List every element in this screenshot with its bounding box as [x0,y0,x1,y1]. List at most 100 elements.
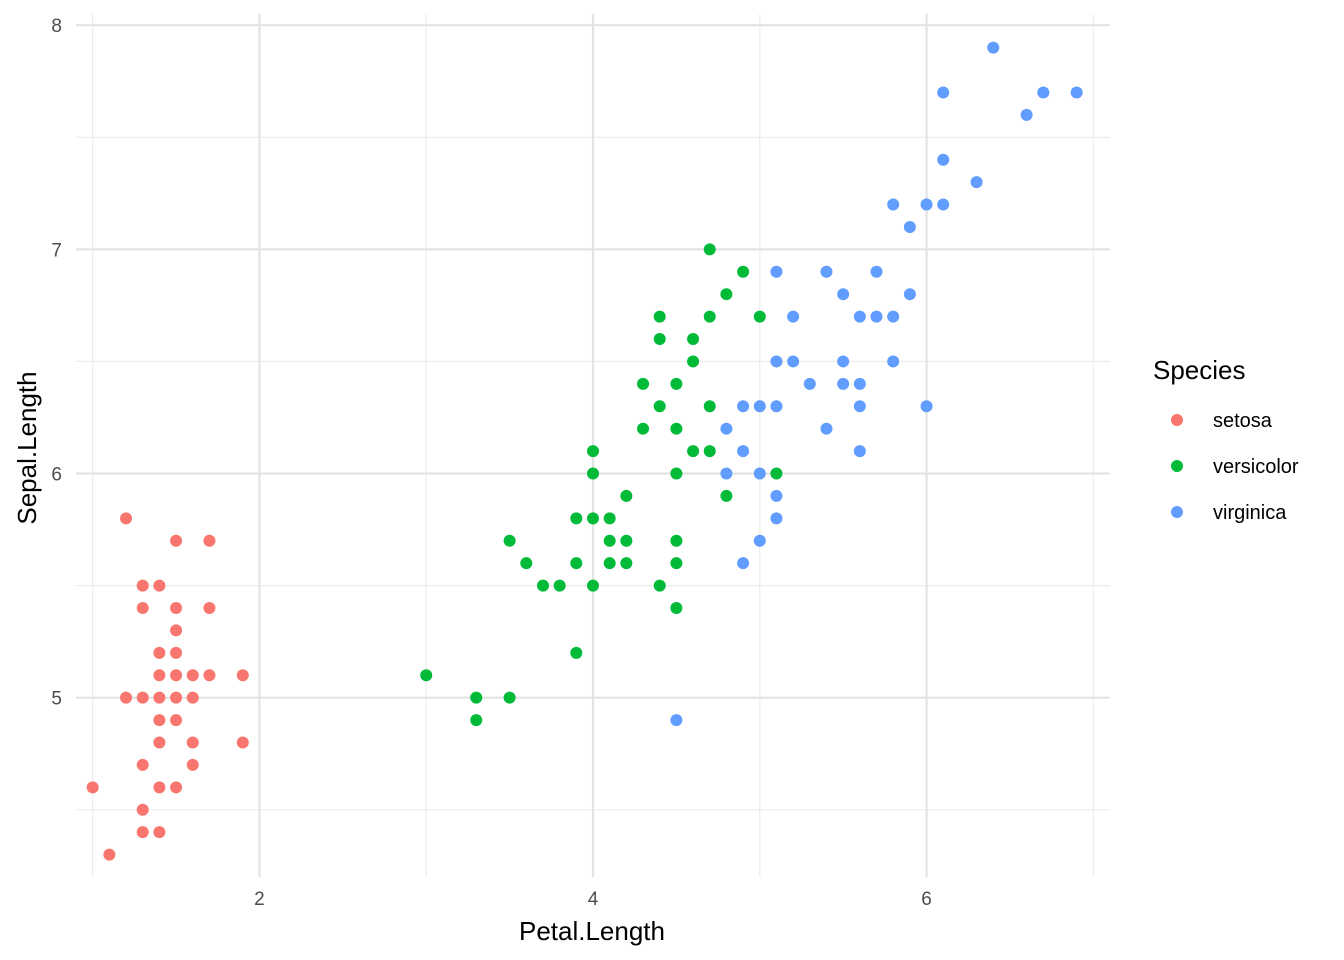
data-point [587,579,599,592]
data-point [837,288,850,301]
data-point [1020,108,1033,121]
data-point [136,803,149,816]
y-axis-title: Sepal.Length [12,371,42,524]
series-virginica [670,41,1083,727]
data-point [470,691,483,704]
x-tick-label: 4 [588,889,599,910]
data-point [186,736,199,749]
y-tick-label: 5 [51,689,62,710]
data-point [820,422,833,435]
legend-items: setosa versicolor virginica [1171,410,1299,524]
data-point [1037,86,1050,99]
legend-title: Species [1153,355,1246,385]
data-point [603,534,616,547]
data-point [970,176,983,189]
data-point [837,377,850,390]
data-point [770,467,783,480]
x-tick-label: 6 [921,889,932,910]
data-point [203,534,216,547]
series-versicolor [420,243,783,727]
data-point [170,624,183,637]
data-point [903,220,916,233]
data-point [653,400,666,413]
data-point [170,602,183,615]
data-point [687,333,700,346]
data-point [937,153,950,166]
data-point [170,691,183,704]
legend-label: virginica [1213,502,1287,524]
legend-label: versicolor [1213,456,1299,478]
data-point [203,669,216,682]
data-point [820,265,833,278]
data-point [670,377,683,390]
data-point [170,781,183,794]
data-point [703,400,716,413]
data-point [720,422,733,435]
data-point [136,579,149,592]
data-point [420,669,433,682]
legend-item-virginica: virginica [1171,502,1287,524]
x-axis-title: Petal.Length [519,916,665,946]
data-point [620,534,633,547]
data-point [470,714,483,727]
data-point [503,534,516,547]
data-point [653,310,666,323]
data-point [687,445,700,458]
data-point [120,512,133,525]
data-point [737,445,750,458]
data-point [170,714,183,727]
data-point [153,714,166,727]
data-point [770,355,783,368]
data-point [887,310,900,323]
data-point [203,602,216,615]
data-point [236,736,249,749]
data-point [603,557,616,570]
x-axis-ticks: 2 4 6 [254,889,932,910]
data-point [687,355,700,368]
data-point [120,691,133,704]
data-point [937,86,950,99]
data-point [587,512,599,525]
data-point [170,534,183,547]
data-point [536,579,549,592]
data-point [653,579,666,592]
data-point [853,445,866,458]
data-point [186,758,199,771]
legend-label: setosa [1213,410,1273,432]
data-point [770,265,783,278]
data-point [153,691,166,704]
data-point [587,445,599,458]
data-point [553,579,566,592]
legend-key [1171,506,1183,518]
data-point [853,400,866,413]
data-point [720,467,733,480]
data-point [670,557,683,570]
data-point [170,669,183,682]
legend-key [1171,414,1183,426]
x-tick-label: 2 [254,889,265,910]
data-point [153,781,166,794]
data-point [136,691,149,704]
data-point [170,646,183,659]
data-point [803,377,816,390]
data-point [770,512,783,525]
data-point [503,691,516,704]
data-point [236,669,249,682]
data-point [103,848,116,861]
data-point [870,310,883,323]
data-point [153,579,166,592]
data-point [603,512,616,525]
data-point [720,288,733,301]
data-point [136,602,149,615]
data-point [703,243,716,256]
data-point [753,534,766,547]
data-point [920,400,933,413]
data-point [670,714,683,727]
data-point [787,355,800,368]
data-point [837,355,850,368]
data-point [987,41,1000,54]
data-point [186,669,199,682]
data-point [637,422,650,435]
data-point [903,288,916,301]
